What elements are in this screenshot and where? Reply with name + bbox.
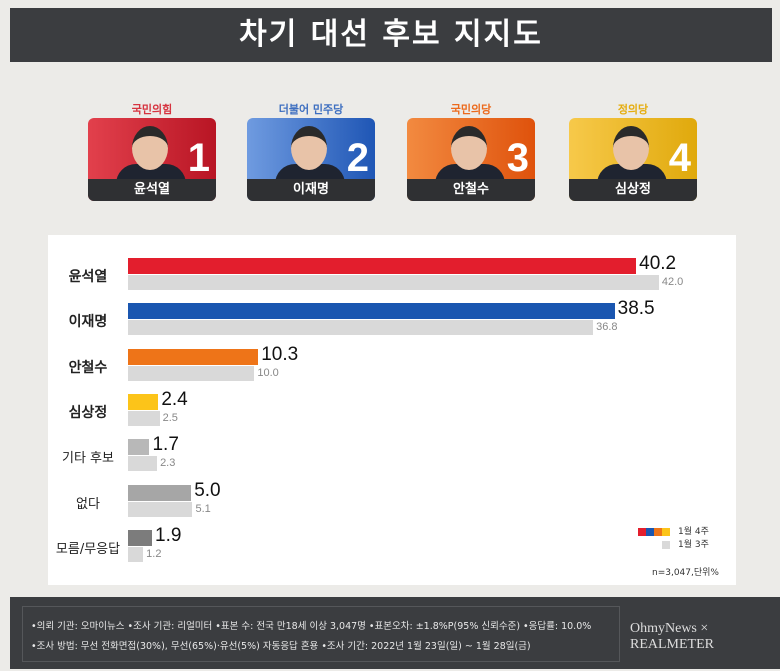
category-label: 모름/무응답 (55, 541, 121, 557)
bar-prev (128, 365, 255, 381)
candidate-photo (291, 126, 327, 170)
value-label-current: 1.9 (155, 524, 182, 546)
value-label-current: 38.5 (617, 298, 655, 320)
candidate-photo (613, 126, 649, 170)
candidate-photo (451, 126, 487, 170)
category-label: 윤석열 (68, 269, 108, 285)
candidate-card: 4 심상정 (569, 118, 697, 201)
value-label-current: 5.0 (194, 479, 221, 501)
value-label-prev: 36.8 (596, 321, 618, 334)
candidate-name: 안철수 (407, 179, 535, 201)
page-title: 차기 대선 후보 지지도 (10, 8, 772, 62)
legend-current-label: 1월 4주 (678, 527, 709, 537)
value-label-prev: 1.2 (146, 547, 162, 560)
bar-current (128, 529, 153, 546)
footer: •의뢰 기관: 오마이뉴스 •조사 기관: 리얼미터 •표본 수: 전국 만18… (10, 597, 780, 669)
candidate-number: 2 (346, 136, 369, 180)
candidate-photo (132, 126, 168, 170)
value-label-current: 40.2 (639, 253, 677, 274)
candidate-name: 심상정 (569, 179, 697, 201)
survey-info-line-2: •조사 방법: 무선 전화면접(30%), 무선(65%)·유선(5%) 자동응… (31, 641, 531, 652)
bar-prev (128, 410, 160, 426)
party-label: 국민의힘 (131, 103, 173, 116)
candidate-number: 3 (506, 136, 529, 180)
legend-current: 1월 4주 (638, 524, 709, 537)
value-label-current: 10.3 (261, 343, 299, 365)
candidate-card: 2 이재명 (247, 118, 375, 201)
value-label-prev: 10.0 (257, 366, 279, 379)
bar-current (128, 393, 159, 410)
bar-prev (128, 275, 659, 290)
category-label: 기타 후보 (62, 451, 114, 467)
candidate-name: 이재명 (247, 179, 375, 201)
value-label-current: 1.7 (152, 434, 179, 456)
legend-prev: 1월 3주 (662, 537, 709, 550)
value-label-current: 2.4 (161, 388, 188, 410)
party-label: 더불어 민주당 (278, 103, 344, 116)
party-label: 정의당 (617, 103, 649, 116)
category-label: 이재명 (68, 314, 108, 331)
bar-prev (128, 501, 193, 517)
category-label: 안철수 (68, 359, 108, 376)
value-label-prev: 5.1 (195, 502, 211, 515)
bar-current (128, 258, 637, 274)
survey-info-line-1: •의뢰 기관: 오마이뉴스 •조사 기관: 리얼미터 •표본 수: 전국 만18… (31, 621, 592, 632)
category-label: 없다 (76, 496, 100, 512)
category-label: 심상정 (68, 404, 108, 421)
value-label-prev: 2.3 (160, 457, 176, 470)
brand-logo: OhmyNews × REALMETER (630, 621, 714, 652)
candidate-name: 윤석열 (88, 179, 216, 201)
bar-prev (128, 320, 594, 336)
party-label: 국민의당 (450, 103, 492, 116)
sample-note: n=3,047,단위% (652, 568, 719, 578)
value-label-prev: 2.5 (162, 411, 178, 424)
bar-current (128, 439, 150, 456)
candidate-number: 1 (187, 136, 210, 180)
survey-info-box: •의뢰 기관: 오마이뉴스 •조사 기관: 리얼미터 •표본 수: 전국 만18… (22, 606, 620, 662)
bar-current (128, 484, 192, 501)
bar-prev (128, 456, 158, 472)
candidate-number: 4 (668, 136, 691, 180)
chart-panel: 1월 4주 1월 3주 n=3,047,단위% 윤석열 40.2 42.0 이재명 38… (48, 235, 736, 585)
bar-current (128, 303, 615, 320)
value-label-prev: 42.0 (661, 276, 684, 288)
legend-prev-label: 1월 3주 (678, 540, 709, 550)
candidate-card: 1 윤석열 (88, 118, 216, 201)
candidate-card: 3 안철수 (407, 118, 535, 201)
bar-current (128, 348, 259, 365)
bar-prev (128, 546, 144, 562)
